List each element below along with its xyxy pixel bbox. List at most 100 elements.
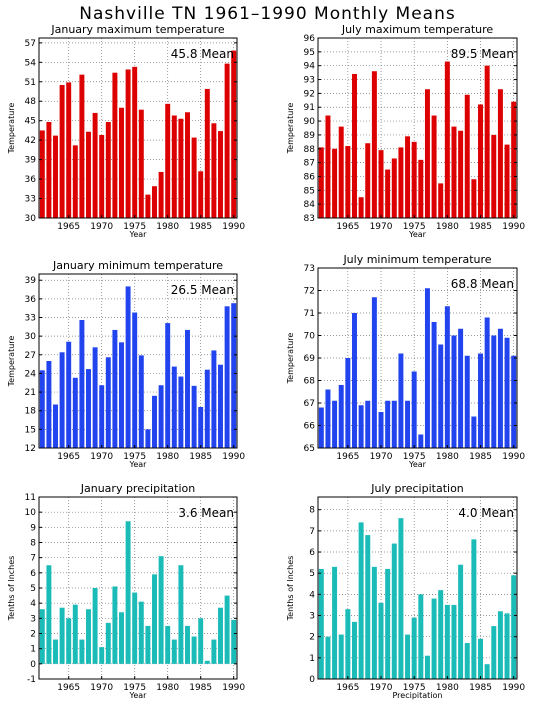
- chart5-ylabel: Tenths of Inches: [7, 556, 16, 622]
- chart3-ytick-label: 33: [25, 314, 36, 324]
- chart3-bar: [198, 406, 204, 448]
- chart4-bar: [345, 358, 351, 448]
- chart5-ytick-label: 9: [30, 523, 36, 533]
- chart3-bar: [158, 385, 164, 448]
- chart4-ytick-label: 66: [304, 422, 316, 432]
- page-title: Nashville TN 1961–1990 Monthly Means: [79, 4, 456, 24]
- chart1-bar: [224, 63, 230, 219]
- chart5-bar: [112, 586, 118, 664]
- chart3-frame: [38, 273, 238, 449]
- chart2-bar: [444, 61, 450, 219]
- chart5-ytick-label: 6: [30, 569, 36, 579]
- chart4-bar: [391, 400, 397, 448]
- chart5-bar: [211, 639, 217, 664]
- chart5-bar: [185, 625, 190, 664]
- chart4-bar: [438, 344, 444, 448]
- chart3-bar: [99, 385, 105, 448]
- chart5-ytick-label: 0: [30, 660, 36, 670]
- chart1-ytick-label: 54: [25, 58, 37, 68]
- chart4-bar: [378, 412, 384, 448]
- chart3-bar: [178, 376, 184, 448]
- chart1-bar: [185, 112, 190, 218]
- chart3-ytick-label: 15: [25, 425, 36, 435]
- chart5-xtick-label: 1965: [57, 683, 80, 693]
- chart6-bar: [464, 643, 470, 679]
- chart1-ytick-label: 45: [25, 117, 36, 127]
- chart2-bar: [497, 89, 503, 218]
- chart1-bar: [158, 171, 164, 218]
- chart6-ylabel: Tenths of Inches: [286, 556, 295, 622]
- chart4-ytick-label: 70: [304, 332, 316, 342]
- chart2-ytick-label: 93: [304, 76, 315, 86]
- chart2-bar: [464, 94, 470, 218]
- chart2-ytick-label: 94: [304, 62, 316, 72]
- chart4-ytick-label: 65: [304, 444, 315, 454]
- chart6-bar: [471, 539, 477, 679]
- chart3-title: January minimum temperature: [52, 259, 223, 272]
- chart4-bar: [431, 322, 437, 448]
- chart1-bar: [171, 115, 177, 218]
- chart3-bar: [79, 319, 85, 448]
- chart4-bar: [398, 353, 404, 448]
- chart5-bar: [79, 639, 85, 664]
- chart3-bar: [59, 352, 65, 448]
- chart6-xlabel: Precipitation: [392, 691, 442, 700]
- chart2-bar: [438, 183, 444, 218]
- chart2-bar: [451, 126, 457, 218]
- chart4-bar: [318, 407, 324, 448]
- chart4-bar: [351, 313, 357, 448]
- chart6-xtick-label: 1975: [403, 683, 426, 693]
- chart4-bar: [338, 385, 344, 448]
- chart5-bar: [92, 588, 98, 664]
- chart3-xtick-label: 1975: [123, 452, 146, 462]
- chart2-xtick-label: 1990: [502, 222, 525, 232]
- chart5-ytick-label: 4: [30, 599, 36, 609]
- chart2-bar: [378, 150, 384, 218]
- chart2-bar: [491, 134, 497, 218]
- chart4-xtick-label: 1965: [336, 452, 359, 462]
- chart1-ytick-label: 51: [25, 78, 36, 88]
- chart5-bar: [105, 622, 111, 664]
- chart4-bar: [332, 400, 338, 448]
- chart6-bar: [504, 613, 510, 679]
- chart5-xtick-label: 1980: [156, 683, 179, 693]
- chart4-ytick-label: 71: [304, 309, 315, 319]
- chart5-xtick-label: 1970: [90, 683, 113, 693]
- chart1-xtick-label: 1970: [90, 222, 113, 232]
- chart6-bar: [378, 602, 384, 679]
- chart4-bar: [451, 335, 457, 448]
- chart3-bar: [231, 303, 237, 448]
- chart4-bar: [358, 405, 364, 448]
- chart2-bar: [511, 101, 517, 218]
- chart1-frame: [38, 37, 238, 219]
- chart6-frame: [317, 496, 518, 680]
- chart6-bar: [338, 634, 344, 679]
- chart2-xtick-label: 1985: [469, 222, 492, 232]
- chart4-bar: [464, 355, 470, 448]
- chart4-bar: [405, 400, 411, 448]
- chart6-ytick-label: 5: [309, 569, 315, 579]
- chart6-xtick-label: 1965: [336, 683, 359, 693]
- chart2-bar: [504, 144, 510, 218]
- chart1-bar: [53, 135, 58, 218]
- chart3-xtick-label: 1970: [90, 452, 113, 462]
- chart3-bar: [224, 306, 230, 448]
- chart2-bar: [405, 136, 411, 218]
- chart2-bar: [358, 197, 364, 218]
- chart5-bar: [204, 660, 210, 664]
- chart1-ytick-label: 57: [25, 39, 36, 49]
- chart5-mean-label: 3.6 Mean: [178, 506, 234, 520]
- chart3-ytick-label: 24: [25, 369, 37, 379]
- chart1-bar: [152, 186, 157, 218]
- chart6-bar: [398, 518, 404, 679]
- chart6-bar: [497, 611, 503, 679]
- chart6-bar: [365, 535, 371, 679]
- chart5-ytick-label: 8: [30, 539, 36, 549]
- chart6-bar: [345, 609, 351, 679]
- chart6-ytick-label: 6: [309, 548, 315, 558]
- chart4-xtick-label: 1970: [370, 452, 393, 462]
- chart3-bar: [145, 429, 151, 448]
- chart3-bar: [66, 341, 72, 448]
- chart5-ytick-label: 7: [30, 554, 36, 564]
